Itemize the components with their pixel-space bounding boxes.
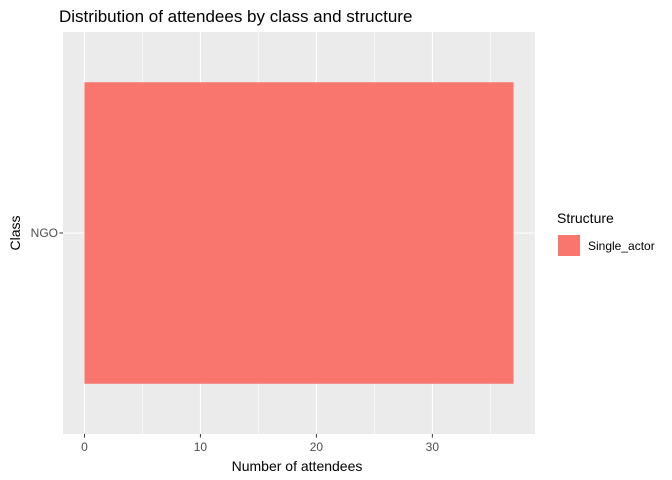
legend-title: Structure — [557, 210, 614, 226]
y-axis-title: Class — [7, 215, 23, 250]
chart-title: Distribution of attendees by class and s… — [59, 7, 412, 26]
bars — [84, 82, 514, 384]
x-tick-label: 30 — [426, 440, 440, 454]
bar-single-actor — [84, 82, 514, 384]
x-axis-title: Number of attendees — [232, 458, 363, 474]
legend-key-single-actor — [558, 235, 580, 256]
legend-label-single-actor: Single_actor — [588, 239, 655, 253]
axes: 0 10 20 30 NGO — [31, 226, 440, 454]
x-tick-label: 10 — [194, 440, 208, 454]
x-tick-label: 20 — [310, 440, 324, 454]
y-tick-label: NGO — [31, 226, 58, 240]
x-tick-label: 0 — [81, 440, 88, 454]
